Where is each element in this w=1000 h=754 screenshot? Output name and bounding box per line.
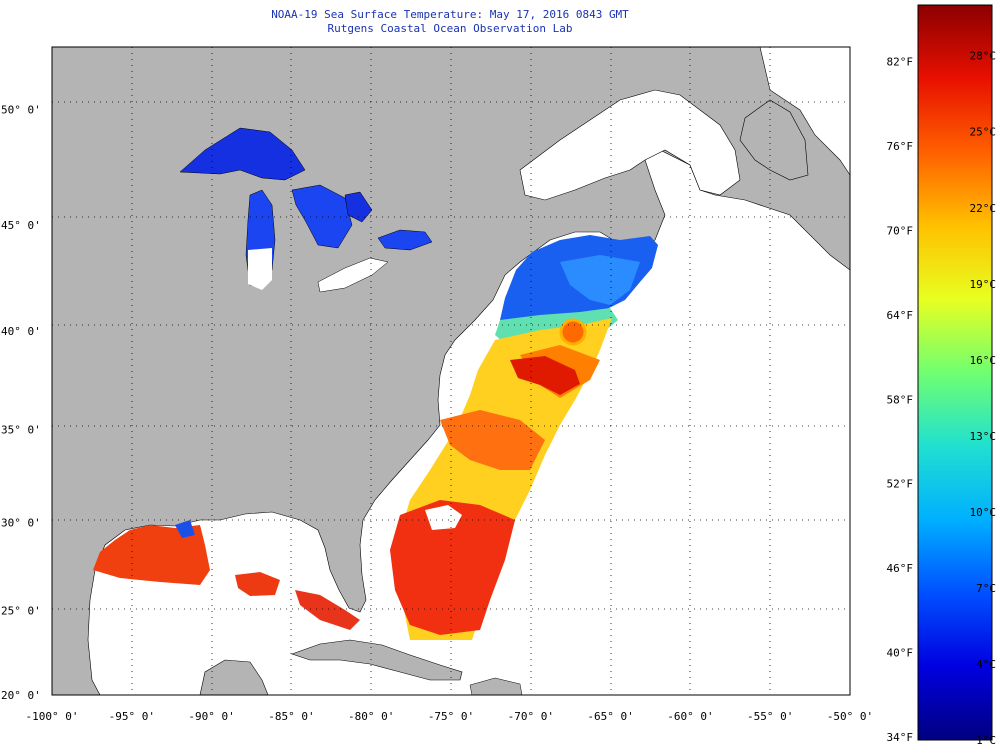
map-frame — [51, 46, 851, 696]
graticule — [52, 47, 850, 695]
sst-gulf-of-mexico-north — [93, 525, 210, 585]
latitude-tick-label: 25° 0' — [1, 604, 41, 617]
sst-scotian-shelf — [560, 255, 640, 305]
lake-huron — [291, 184, 353, 249]
colorbar-fahrenheit-label: 70°F — [887, 224, 914, 237]
latitude-labels: 20° 0' 25° 0' 30° 0' 35° 0' 40° 0' 45° 0' 50° … — [1, 103, 41, 702]
colorbar-fahrenheit-label: 46°F — [887, 562, 914, 575]
sst-cloud-gap — [425, 505, 462, 530]
longitude-tick-label: -80° 0' — [348, 710, 394, 723]
colorbar-fahrenheit-label: 40°F — [887, 647, 914, 660]
colorbar-fahrenheit-label: 34°F — [887, 731, 914, 744]
longitude-labels: -100° 0' -95° 0' -90° 0' -85° 0' -80° 0' -75°… — [26, 710, 874, 723]
colorbar-fahrenheit-labels: 34°F 40°F 46°F 52°F 58°F 64°F 70°F 76°F 82°F — [887, 55, 914, 744]
lake-michigan-north-white — [248, 248, 272, 290]
longitude-tick-label: -65° 0' — [587, 710, 633, 723]
colorbar-fahrenheit-label: 76°F — [887, 140, 914, 153]
st-lawrence-gulf — [519, 89, 741, 201]
cuba-land — [291, 639, 463, 681]
sst-gulf-of-mexico-east — [235, 572, 280, 596]
colorbar-celsius-labels: 1°C 4°C 7°C 10°C 13°C 16°C 19°C 22°C 25°C 28°C — [970, 50, 997, 747]
longitude-tick-label: -70° 0' — [508, 710, 554, 723]
colorbar-celsius-label: 13°C — [970, 430, 997, 443]
latitude-tick-label: 30° 0' — [1, 516, 41, 529]
longitude-tick-label: -75° 0' — [428, 710, 474, 723]
colorbar-celsius-label: 25°C — [970, 126, 997, 139]
colorbar-celsius-label: 16°C — [970, 354, 997, 367]
sst-gulf-stream-core — [510, 356, 580, 395]
latitude-tick-label: 40° 0' — [1, 325, 41, 338]
colorbar-celsius-label: 22°C — [970, 202, 997, 215]
latitude-tick-label: 35° 0' — [1, 424, 41, 437]
latitude-tick-label: 50° 0' — [1, 103, 41, 116]
hispaniola-land — [469, 677, 523, 695]
map-subtitle: Rutgens Coastal Ocean Observation Lab — [327, 22, 573, 35]
colorbar-fahrenheit-label: 52°F — [887, 478, 914, 491]
sst-sargasso-orange — [440, 410, 545, 470]
colorbar-celsius-label: 28°C — [970, 50, 997, 63]
lake-superior — [179, 127, 306, 181]
longitude-tick-label: -95° 0' — [109, 710, 155, 723]
sst-southeast-red — [390, 500, 515, 635]
yucatan-land — [199, 659, 269, 695]
lake-erie — [317, 257, 389, 293]
colorbar-fahrenheit-label: 64°F — [887, 309, 914, 322]
colorbar-celsius-label: 1°C — [976, 734, 996, 747]
longitude-tick-label: -90° 0' — [188, 710, 234, 723]
longitude-tick-label: -50° 0' — [827, 710, 873, 723]
colorbar-celsius-label: 4°C — [976, 658, 996, 671]
longitude-tick-label: -85° 0' — [268, 710, 314, 723]
latitude-tick-label: 45° 0' — [1, 219, 41, 232]
map-title: NOAA-19 Sea Surface Temperature: May 17,… — [271, 8, 629, 21]
latitude-tick-label: 20° 0' — [1, 689, 41, 702]
colorbar-celsius-label: 7°C — [976, 582, 996, 595]
colorbar-fahrenheit-label: 82°F — [887, 55, 914, 68]
longitude-tick-label: -55° 0' — [747, 710, 793, 723]
colorbar-celsius-label: 10°C — [970, 506, 997, 519]
newfoundland-land — [739, 99, 809, 181]
colorbar-fahrenheit-label: 58°F — [887, 393, 914, 406]
longitude-tick-label: -100° 0' — [26, 710, 79, 723]
map-content — [52, 47, 850, 695]
sst-gulf-coast-blue — [175, 520, 195, 538]
lake-ontario — [377, 229, 433, 251]
sst-florida-west — [295, 590, 360, 630]
georgian-bay — [344, 191, 373, 223]
colorbar-celsius-label: 19°C — [970, 278, 997, 291]
longitude-tick-label: -60° 0' — [667, 710, 713, 723]
colorbar — [917, 4, 993, 741]
sst-warm-eddy — [559, 318, 587, 346]
